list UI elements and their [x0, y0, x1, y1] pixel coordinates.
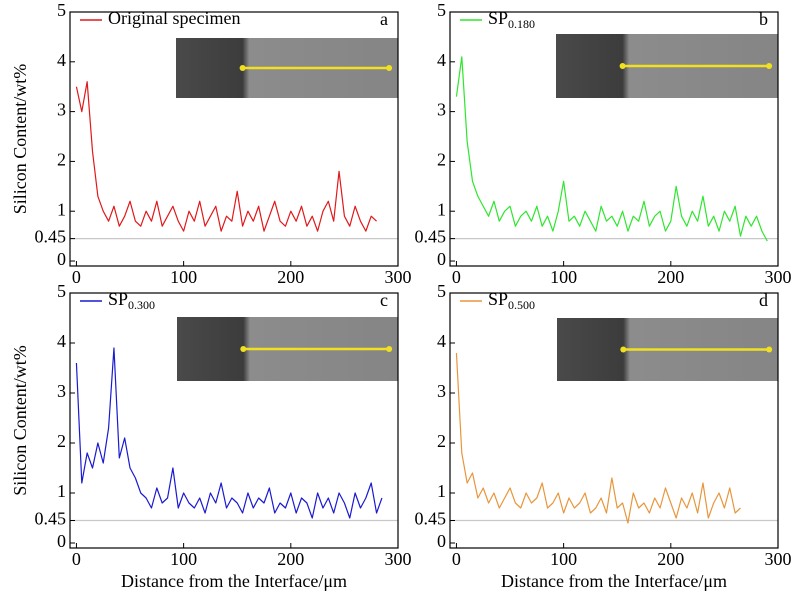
x-tick-label: 100 [550, 549, 577, 569]
y-tick-label: 1 [437, 481, 446, 501]
plot-frame [449, 11, 779, 267]
y-tick-label: 0 [57, 531, 66, 551]
x-tick-label: 0 [452, 267, 461, 287]
panel-label: d [759, 290, 768, 310]
legend-subscript: 0.180 [508, 17, 535, 31]
legend-name: Original specimen [108, 8, 240, 28]
plot-frame [449, 292, 779, 549]
legend-label: Original specimen [108, 8, 240, 28]
x-tick-label: 200 [657, 549, 684, 569]
y-tick-label: 0.45 [35, 509, 67, 529]
y-tick-label: 0 [437, 249, 446, 269]
panel-label: a [380, 9, 388, 29]
inset-scan-start [240, 346, 247, 352]
x-tick-label: 300 [385, 549, 412, 569]
x-axis-label: Distance from the Interface/μm [501, 571, 727, 591]
inset-scan-start [619, 63, 626, 69]
y-tick-label: 2 [57, 431, 66, 451]
x-tick-label: 200 [657, 267, 684, 287]
y-tick-label: 4 [57, 50, 66, 70]
x-tick-label: 300 [385, 267, 412, 287]
x-tick-label: 0 [72, 549, 81, 569]
y-tick-label: 5 [57, 0, 66, 20]
inset-scan-start [239, 65, 246, 71]
y-tick-label: 3 [437, 381, 446, 401]
x-tick-label: 100 [170, 267, 197, 287]
panel-label: b [759, 9, 768, 29]
y-tick-label: 4 [437, 50, 446, 70]
legend-label: SP0.180 [488, 8, 535, 31]
y-tick-label: 4 [437, 331, 446, 351]
plot-frame [69, 292, 399, 549]
y-tick-label: 0 [57, 249, 66, 269]
x-axis-label: Distance from the Interface/μm [121, 571, 347, 591]
x-tick-label: 100 [170, 549, 197, 569]
y-tick-label: 3 [57, 381, 66, 401]
x-tick-label: 200 [277, 549, 304, 569]
y-axis-label: Silicon Content/wt% [10, 345, 30, 496]
legend-name: SP [108, 289, 128, 309]
inset-scan-end [766, 63, 773, 69]
legend-name: SP [488, 289, 508, 309]
x-tick-label: 100 [550, 267, 577, 287]
x-tick-label: 0 [72, 267, 81, 287]
y-tick-label: 1 [57, 199, 66, 219]
y-tick-label: 3 [57, 100, 66, 120]
x-tick-label: 200 [277, 267, 304, 287]
legend-subscript: 0.500 [508, 298, 535, 312]
y-tick-label: 4 [57, 331, 66, 351]
legend-subscript: 0.300 [128, 298, 155, 312]
y-tick-label: 2 [437, 150, 446, 170]
inset-scan-start [620, 346, 627, 353]
y-tick-label: 0 [437, 531, 446, 551]
y-tick-label: 3 [437, 100, 446, 120]
legend-label: SP0.300 [108, 289, 155, 312]
y-tick-label: 0.45 [415, 509, 447, 529]
inset-scan-end [386, 346, 393, 352]
x-tick-label: 300 [765, 267, 792, 287]
data-line [455, 56, 768, 242]
legend-label: SP0.500 [488, 289, 535, 312]
y-tick-label: 1 [437, 199, 446, 219]
y-tick-label: 2 [57, 150, 66, 170]
data-line [455, 352, 741, 524]
y-tick-label: 5 [437, 0, 446, 20]
x-tick-label: 0 [452, 549, 461, 569]
inset-scan-end [386, 65, 393, 71]
y-tick-label: 0.45 [35, 227, 67, 247]
y-tick-label: 5 [437, 281, 446, 301]
plot-frame [69, 11, 399, 267]
legend-name: SP [488, 8, 508, 28]
y-tick-label: 1 [57, 481, 66, 501]
y-axis-label: Silicon Content/wt% [10, 64, 30, 215]
y-tick-label: 0.45 [415, 227, 447, 247]
y-tick-label: 5 [57, 281, 66, 301]
y-tick-label: 2 [437, 431, 446, 451]
data-line [75, 81, 377, 232]
inset-scan-end [766, 346, 773, 353]
panel-label: c [380, 290, 388, 310]
data-line [75, 347, 383, 519]
x-tick-label: 300 [765, 549, 792, 569]
